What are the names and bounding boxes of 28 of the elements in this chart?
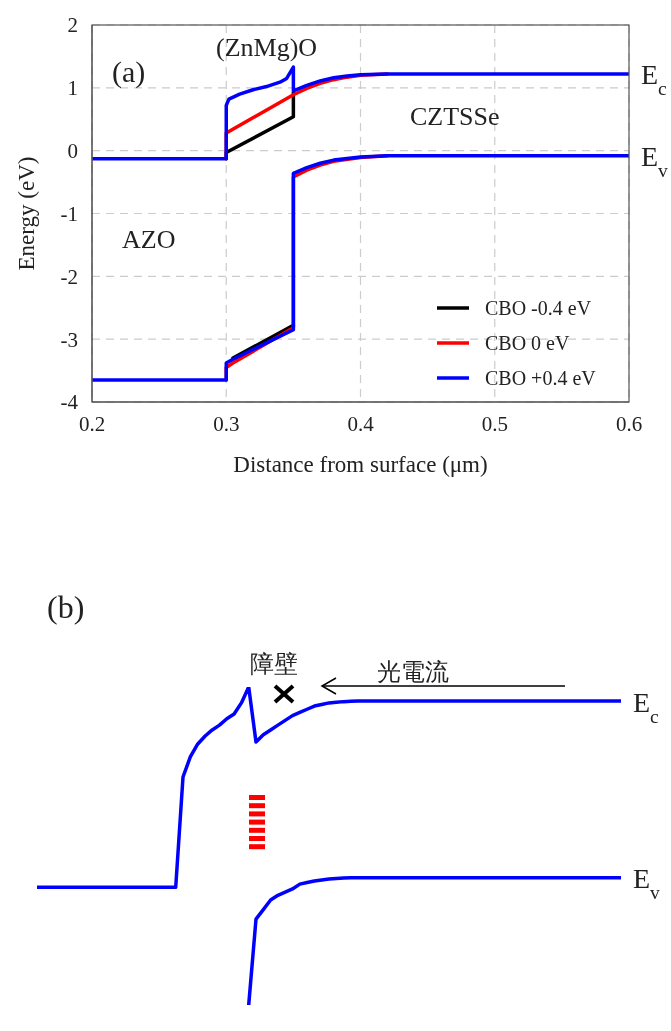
annotation: AZO <box>122 225 176 254</box>
annotation: E$_{c}$ <box>641 59 668 99</box>
text: 光電流 <box>377 658 449 686</box>
legend-label: CBO -0.4 eV <box>485 297 592 319</box>
y-tick-label: -2 <box>60 264 78 289</box>
annotation: E$_{v}$ <box>641 140 669 181</box>
x-tick-label: 0.6 <box>615 411 643 436</box>
annotation: (a) <box>112 55 146 89</box>
x-tick-label: 0.5 <box>481 411 508 436</box>
text: E$_{v}$ <box>633 863 661 903</box>
y-axis-title: Energy (eV) <box>14 156 40 271</box>
x-tick-label: 0.2 <box>78 411 106 436</box>
x-axis-title: Distance from surface (μm) <box>233 452 488 477</box>
annotation: CZTSSe <box>410 102 500 131</box>
text: E$_{c}$ <box>633 687 660 727</box>
y-tick-label: 1 <box>67 76 78 101</box>
y-tick-label: 0 <box>67 139 78 164</box>
y-tick-label: -1 <box>60 201 78 226</box>
text: (b) <box>47 589 85 625</box>
legend-label: CBO +0.4 eV <box>485 367 597 389</box>
annotation: (ZnMg)O <box>216 33 318 62</box>
y-tick-label: -3 <box>60 327 78 352</box>
x-tick-label: 0.3 <box>213 411 240 436</box>
y-tick-label: 2 <box>67 13 78 38</box>
y-tick-label: -4 <box>60 390 79 415</box>
legend-label: CBO 0 eV <box>485 332 570 354</box>
x-tick-label: 0.4 <box>347 411 375 436</box>
text: 障壁 <box>250 650 298 678</box>
